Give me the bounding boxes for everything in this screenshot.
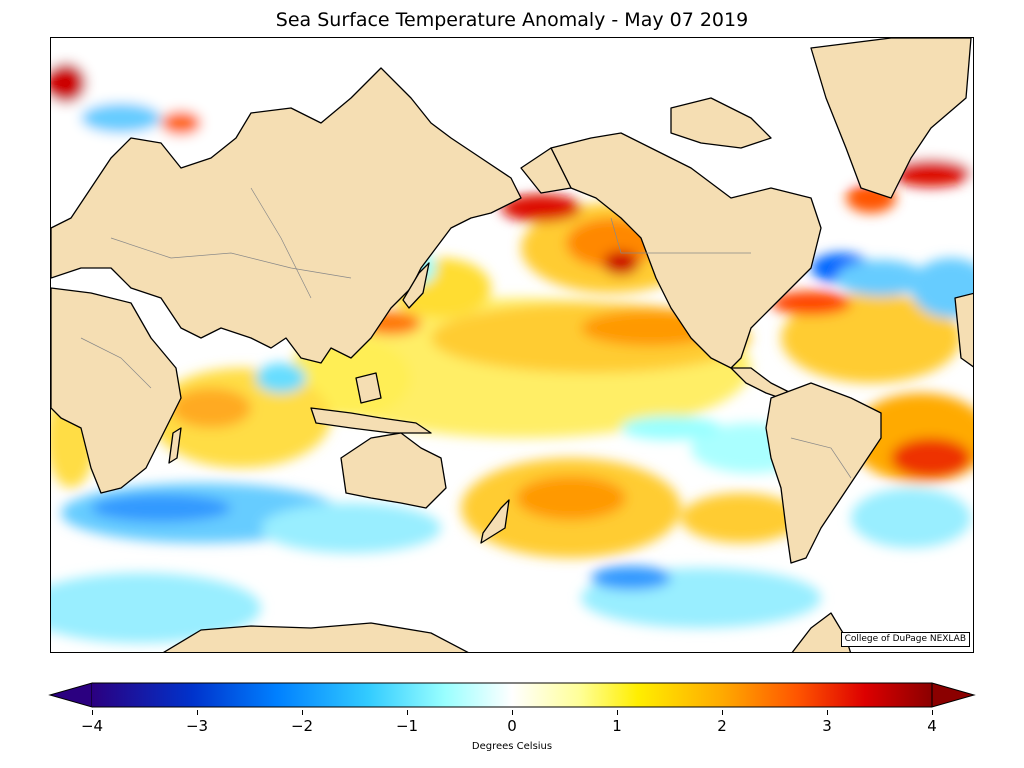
land-arctic-islands xyxy=(670,97,772,149)
colorbar-tick-mark xyxy=(197,710,198,715)
colorbar-tick-label: −4 xyxy=(80,717,104,735)
colorbar-tick-label: 4 xyxy=(927,717,937,735)
colorbar-tick-mark xyxy=(512,710,513,715)
colorbar-max-extend xyxy=(931,682,976,708)
land-europe-west-edge xyxy=(954,292,973,368)
land-indonesia xyxy=(310,407,432,434)
sst-anomaly-map: College of DuPage NEXLAB xyxy=(50,37,974,653)
land-japan xyxy=(402,262,430,309)
land-alaska xyxy=(520,147,572,194)
map-title: Sea Surface Temperature Anomaly - May 07… xyxy=(275,9,749,31)
colorbar-tick-label: 3 xyxy=(822,717,832,735)
colorbar-tick-mark xyxy=(407,710,408,715)
colorbar-tick-label: −1 xyxy=(395,717,419,735)
colorbar-tick-label: 0 xyxy=(507,717,517,735)
land-new-zealand xyxy=(480,499,510,544)
credit-label: College of DuPage NEXLAB xyxy=(840,632,970,647)
colorbar-tick-mark xyxy=(722,710,723,715)
colorbar-tick-label: −2 xyxy=(290,717,314,735)
land-antarctica-a xyxy=(163,622,469,652)
colorbar-label: Degrees Celsius xyxy=(471,741,553,752)
colorbar-tick-label: 1 xyxy=(612,717,622,735)
colorbar-tick-mark xyxy=(827,710,828,715)
land-madagascar xyxy=(168,427,182,464)
colorbar-bar xyxy=(92,683,932,707)
colorbar-tick-mark xyxy=(617,710,618,715)
anomaly-field xyxy=(51,38,973,643)
colorbar-tick-mark xyxy=(302,710,303,715)
land-north-america xyxy=(550,132,822,369)
colorbar xyxy=(48,682,976,708)
country-borders xyxy=(80,187,852,479)
land-borneo xyxy=(355,372,382,404)
land-south-america xyxy=(765,382,882,564)
colorbar-tick-mark xyxy=(932,710,933,715)
colorbar-tick-label: 2 xyxy=(717,717,727,735)
land-greenland xyxy=(810,38,972,199)
land-antarctica-b xyxy=(791,612,852,652)
landmasses xyxy=(51,38,973,652)
colorbar-min-extend xyxy=(48,682,93,708)
colorbar-tick-mark xyxy=(92,710,93,715)
map-canvas xyxy=(51,38,973,652)
colorbar-tick-label: −3 xyxy=(185,717,209,735)
land-eurasia xyxy=(51,67,522,364)
land-australia xyxy=(340,432,447,509)
